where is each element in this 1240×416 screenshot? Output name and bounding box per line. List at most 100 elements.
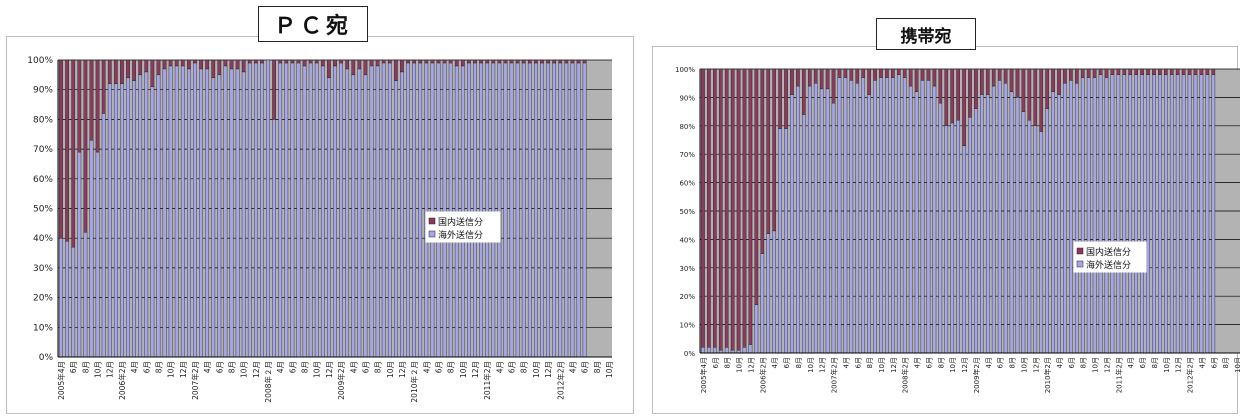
- mobile-bar-domestic: [1086, 68, 1091, 78]
- mobile-bar-overseas: [1116, 74, 1121, 354]
- pc-bar-domestic: [223, 59, 228, 67]
- pc-x-tick-label: 8月: [301, 361, 310, 373]
- mobile-x-tick-label: 8月: [1009, 357, 1017, 368]
- mobile-bar-overseas: [1063, 82, 1067, 354]
- mobile-bar-domestic: [1063, 68, 1067, 84]
- mobile-bar-domestic: [1193, 68, 1198, 75]
- mobile-bar-overseas: [1051, 91, 1055, 354]
- mobile-bar-domestic: [861, 68, 866, 78]
- mobile-bar-domestic: [1134, 68, 1138, 75]
- pc-x-tick-label: 12月: [544, 361, 553, 378]
- mobile-bar-domestic: [1116, 68, 1121, 75]
- mobile-x-tick-label: 6月: [1139, 357, 1147, 368]
- pc-x-tick-label: 6月: [508, 361, 517, 373]
- mobile-bar-domestic: [980, 68, 984, 95]
- mobile-bar-domestic: [950, 68, 955, 124]
- mobile-bar-overseas: [1122, 74, 1127, 354]
- mobile-bar-domestic: [713, 68, 717, 348]
- mobile-x-tick-label: 8月: [795, 357, 803, 368]
- mobile-bar-domestic: [938, 68, 943, 104]
- mobile-bar-domestic: [825, 68, 830, 90]
- pc-y-tick-label: 0%: [39, 353, 54, 363]
- mobile-bar-domestic: [1146, 68, 1150, 75]
- mobile-bar-overseas: [1027, 119, 1032, 354]
- mobile-x-tick-label: 2008年2月: [901, 357, 910, 393]
- mobile-x-tick-label: 4月: [771, 357, 779, 368]
- mobile-bar-overseas: [879, 77, 883, 354]
- pc-bar-domestic: [406, 59, 410, 64]
- mobile-bar-overseas: [896, 74, 901, 354]
- mobile-x-tick-label: 4月: [842, 357, 850, 368]
- pc-x-tick-label: 8月: [520, 361, 529, 373]
- mobile-x-tick-label: 4月: [1127, 357, 1135, 368]
- mobile-bar-overseas: [1175, 74, 1180, 354]
- mobile-bar-domestic: [802, 68, 806, 115]
- mobile-bar-domestic: [896, 68, 901, 75]
- mobile-bar-domestic: [1015, 68, 1020, 98]
- pc-bar-domestic: [138, 59, 143, 76]
- pc-bar-domestic: [503, 59, 508, 64]
- pc-bar-domestic: [217, 59, 222, 76]
- mobile-legend-swatch: [1076, 247, 1084, 255]
- mobile-legend: [1073, 241, 1147, 273]
- pc-bar-domestic: [211, 59, 216, 79]
- pc-x-tick-label: 2010年２月: [409, 361, 419, 403]
- mobile-y-tick-label: 0%: [684, 350, 695, 358]
- mobile-x-tick-label: 10月: [807, 357, 815, 373]
- mobile-bar-overseas: [849, 80, 854, 354]
- pc-bar-domestic: [302, 59, 307, 67]
- mobile-bar-domestic: [724, 68, 729, 348]
- mobile-bar-overseas: [855, 82, 860, 354]
- mobile-x-tick-label: 8月: [724, 357, 732, 368]
- mobile-bar-overseas: [742, 347, 747, 354]
- mobile-bar-domestic: [1080, 68, 1085, 78]
- mobile-bar-domestic: [891, 68, 895, 78]
- mobile-bar-domestic: [736, 68, 741, 351]
- mobile-bar-overseas: [962, 145, 966, 354]
- mobile-bar-overseas: [1092, 77, 1097, 354]
- mobile-bar-domestic: [701, 68, 705, 348]
- mobile-x-tick-label: 10月: [1234, 357, 1240, 373]
- mobile-chart-title: 携帯宛: [876, 18, 976, 50]
- mobile-bar-overseas: [713, 347, 717, 354]
- mobile-bar-domestic: [730, 68, 735, 351]
- pc-x-tick-label: 6月: [142, 361, 151, 373]
- pc-x-tick-label: 6月: [581, 361, 590, 373]
- pc-bar-domestic: [327, 59, 331, 79]
- pc-y-tick-label: 40%: [33, 234, 53, 244]
- mobile-bar-overseas: [1104, 77, 1109, 354]
- mobile-x-tick-label: 10月: [878, 357, 886, 373]
- mobile-bar-domestic: [1033, 68, 1038, 126]
- mobile-bar-domestic: [707, 68, 711, 348]
- pc-bar-domestic: [168, 59, 173, 67]
- mobile-bar-domestic: [1045, 68, 1049, 109]
- pc-legend-swatch: [428, 230, 436, 238]
- pc-x-tick-label: 4月: [349, 361, 358, 373]
- mobile-bar-overseas: [760, 253, 765, 354]
- pc-x-tick-label: 8月: [593, 361, 602, 373]
- mobile-bar-domestic: [843, 68, 848, 78]
- mobile-bar-overseas: [885, 77, 889, 354]
- pc-x-tick-label: 12月: [398, 361, 407, 378]
- pc-y-tick-label: 10%: [33, 323, 53, 333]
- pc-bar-domestic: [381, 59, 386, 64]
- mobile-x-tick-label: 8月: [1080, 357, 1088, 368]
- mobile-x-tick-label: 2012年2月: [1186, 357, 1195, 393]
- mobile-bar-overseas: [766, 233, 771, 354]
- mobile-bar-overseas: [754, 304, 759, 354]
- pc-x-tick-label: 4月: [130, 361, 139, 373]
- mobile-bar-domestic: [885, 68, 889, 78]
- mobile-bar-overseas: [908, 85, 913, 354]
- mobile-x-tick-label: 10月: [949, 357, 957, 373]
- mobile-bar-overseas: [974, 108, 978, 354]
- pc-bar-domestic: [284, 59, 289, 64]
- pc-bar-domestic: [546, 59, 550, 64]
- mobile-bar-overseas: [1134, 74, 1138, 354]
- mobile-bar-overseas: [1033, 125, 1038, 354]
- pc-bar-domestic: [339, 59, 343, 64]
- pc-bar-domestic: [205, 59, 210, 70]
- mobile-bar-domestic: [718, 68, 723, 351]
- mobile-bar-domestic: [1039, 68, 1044, 132]
- pc-x-tick-label: 10月: [94, 361, 103, 378]
